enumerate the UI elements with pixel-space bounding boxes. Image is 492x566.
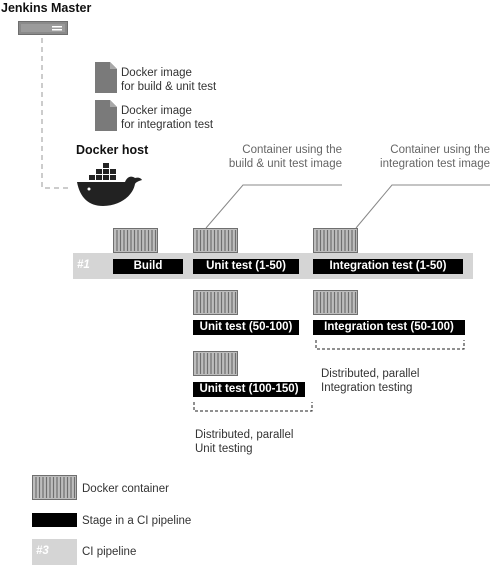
docker-host-title: Docker host — [76, 143, 149, 157]
stage-build: Build — [113, 259, 183, 274]
stage-integration-test-50-100: Integration test (50-100) — [313, 320, 465, 335]
integration-callout-line — [355, 184, 490, 229]
unit-container-callout: Container using the build & unit test ima… — [228, 144, 342, 170]
master-host-connector — [41, 38, 72, 189]
stage-unit-test-100-150: Unit test (100-150) — [193, 382, 305, 397]
unit-parallel-note: Distributed, parallel Unit testing — [195, 429, 294, 455]
docker-container-icon — [193, 228, 238, 253]
image-integration-label: Docker image for integration test — [121, 105, 214, 131]
docker-container-icon — [313, 228, 358, 253]
docker-container-icon — [313, 290, 358, 315]
stage-unit-test-50-100: Unit test (50-100) — [193, 320, 299, 335]
legend-pipeline-swatch — [32, 539, 77, 565]
docker-container-icon — [32, 475, 77, 500]
legend-stage-swatch — [32, 513, 77, 527]
unit-callout-line — [205, 184, 342, 229]
unit-bracket — [193, 402, 313, 412]
stage-integration-test-1-50: Integration test (1-50) — [313, 259, 463, 274]
legend-pipeline-tag: #3 — [36, 545, 49, 557]
docker-container-icon — [193, 290, 238, 315]
docker-whale-icon — [75, 162, 145, 212]
integration-bracket — [315, 340, 465, 350]
legend-container-label: Docker container — [82, 483, 169, 495]
legend-pipeline-label: CI pipeline — [82, 546, 137, 558]
jenkins-master-title: Jenkins Master — [1, 1, 92, 15]
integration-container-callout: Container using the integration test imag… — [380, 144, 490, 170]
integration-parallel-note: Distributed, parallel Integration testing — [321, 368, 420, 394]
image-build-unit-label: Docker image for build & unit test — [121, 67, 217, 93]
document-icon — [95, 62, 117, 93]
document-icon — [95, 100, 117, 131]
legend-stage-label: Stage in a CI pipeline — [82, 515, 192, 527]
stage-unit-test-1-50: Unit test (1-50) — [193, 259, 299, 274]
server-icon — [18, 21, 68, 35]
pipeline-tag: #1 — [77, 259, 90, 271]
docker-container-icon — [113, 228, 158, 253]
docker-container-icon — [193, 351, 238, 376]
